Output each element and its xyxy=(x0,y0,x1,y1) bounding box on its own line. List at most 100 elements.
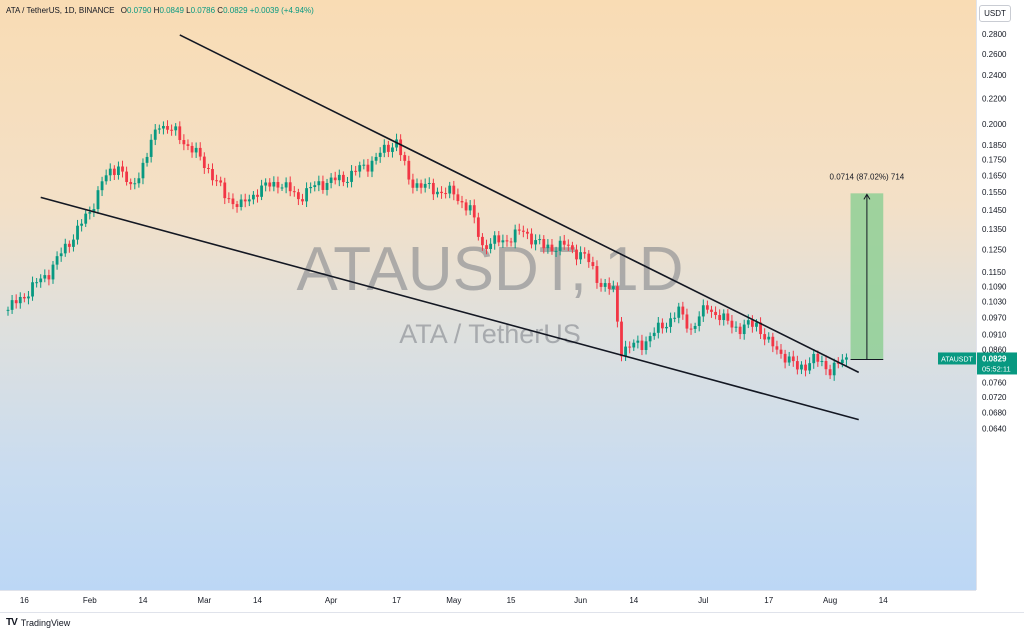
candle-body xyxy=(669,318,672,327)
x-tick-label: 17 xyxy=(764,596,773,605)
candle-body xyxy=(207,168,210,170)
candle-body xyxy=(673,317,677,319)
last-price-tag[interactable] xyxy=(977,352,1017,375)
candle-body xyxy=(391,147,394,152)
candle-body xyxy=(35,282,39,284)
candle-body xyxy=(599,282,603,287)
candle-body xyxy=(39,278,43,283)
target-label: 0.0714 (87.02%) 714 xyxy=(830,172,905,181)
candle-body xyxy=(162,126,165,129)
candle-body xyxy=(485,245,488,250)
candle-body xyxy=(440,191,443,194)
candle-body xyxy=(656,322,660,333)
time-axis[interactable] xyxy=(0,590,976,613)
candle-body xyxy=(378,152,382,157)
candle-body xyxy=(27,296,30,299)
x-tick-label: 14 xyxy=(253,596,262,605)
candle-body xyxy=(137,178,141,184)
bar-countdown: 05:52:11 xyxy=(982,364,1011,373)
tradingview-brand[interactable]: TV TradingView xyxy=(6,617,70,628)
candle-body xyxy=(276,181,280,188)
candle-body xyxy=(648,336,652,342)
candle-body xyxy=(685,314,689,329)
candle-body xyxy=(701,305,705,317)
x-tick-label: 14 xyxy=(879,596,888,605)
candle-body xyxy=(313,185,317,188)
symbol-legend: ATA / TetherUS, 1D, BINANCE O0.0790 H0.0… xyxy=(6,6,314,15)
candle-body xyxy=(795,361,799,370)
y-tick-label: 0.1850 xyxy=(982,141,1007,150)
x-tick-label: 15 xyxy=(507,596,516,605)
candle-body xyxy=(816,353,820,362)
candle-body xyxy=(153,129,157,140)
candle-body xyxy=(431,182,435,195)
candle-body xyxy=(791,356,795,362)
plot-area[interactable] xyxy=(0,0,976,590)
x-tick-label: May xyxy=(446,596,461,605)
candle-body xyxy=(558,240,562,251)
legend-close-label: C xyxy=(217,6,224,15)
price-axis[interactable] xyxy=(976,0,1024,590)
candle-body xyxy=(517,229,521,231)
candle-body xyxy=(198,147,202,157)
candle-body xyxy=(628,346,632,348)
candle-body xyxy=(51,264,55,280)
candle-body xyxy=(145,156,149,163)
candle-body xyxy=(583,252,587,254)
candle-body xyxy=(456,194,460,202)
legend-close: 0.0829 xyxy=(223,6,248,15)
candle-body xyxy=(411,179,415,188)
trendline-upper[interactable] xyxy=(179,34,860,374)
candle-body xyxy=(260,185,263,197)
last-price-symbol-bg xyxy=(938,352,976,365)
candle-body xyxy=(292,191,296,193)
candle-body xyxy=(18,296,22,304)
candle-body xyxy=(738,326,742,335)
candle-body xyxy=(59,253,63,257)
candle-body xyxy=(325,182,329,190)
candle-body xyxy=(501,240,505,243)
candle-body xyxy=(358,165,362,172)
candle-body xyxy=(386,144,390,152)
candle-body xyxy=(305,188,308,202)
candle-body xyxy=(370,160,374,172)
candle-body xyxy=(47,275,51,280)
candle-body xyxy=(419,183,423,188)
candle-body xyxy=(542,239,546,249)
candle-body xyxy=(538,239,542,241)
candle-body xyxy=(607,283,611,289)
y-tick-label: 0.1090 xyxy=(982,282,1007,291)
candle-body xyxy=(104,175,108,182)
last-price-symbol: ATAUSDT xyxy=(941,356,973,363)
candle-body xyxy=(714,311,717,316)
candle-body xyxy=(350,170,353,182)
x-tick-label: 16 xyxy=(20,596,29,605)
candle-body xyxy=(722,313,726,321)
candle-body xyxy=(337,174,341,181)
candle-body xyxy=(571,245,574,250)
trendline-lower[interactable] xyxy=(40,196,859,421)
y-tick-label: 0.0680 xyxy=(982,408,1007,417)
candle-body xyxy=(505,240,509,242)
y-tick-label: 0.1650 xyxy=(982,171,1007,180)
y-tick-label: 0.2600 xyxy=(982,50,1007,59)
currency-button[interactable]: USDT xyxy=(979,5,1011,22)
candle-body xyxy=(579,252,582,260)
candle-body xyxy=(460,201,464,203)
candle-body xyxy=(820,361,824,363)
candle-body xyxy=(718,315,722,321)
candle-body xyxy=(374,156,378,161)
candle-body xyxy=(317,181,321,186)
y-tick-label: 0.0720 xyxy=(982,393,1007,402)
candle-body xyxy=(804,364,807,371)
candle-body xyxy=(828,369,832,376)
candle-body xyxy=(840,359,844,364)
candle-body xyxy=(783,353,787,363)
candle-body xyxy=(595,266,599,283)
candle-body xyxy=(112,168,116,176)
y-tick-label: 0.1150 xyxy=(982,268,1006,277)
candle-body xyxy=(808,363,812,371)
candle-body xyxy=(141,162,145,179)
y-tick-label: 0.1250 xyxy=(982,246,1007,255)
candle-body xyxy=(575,249,578,260)
